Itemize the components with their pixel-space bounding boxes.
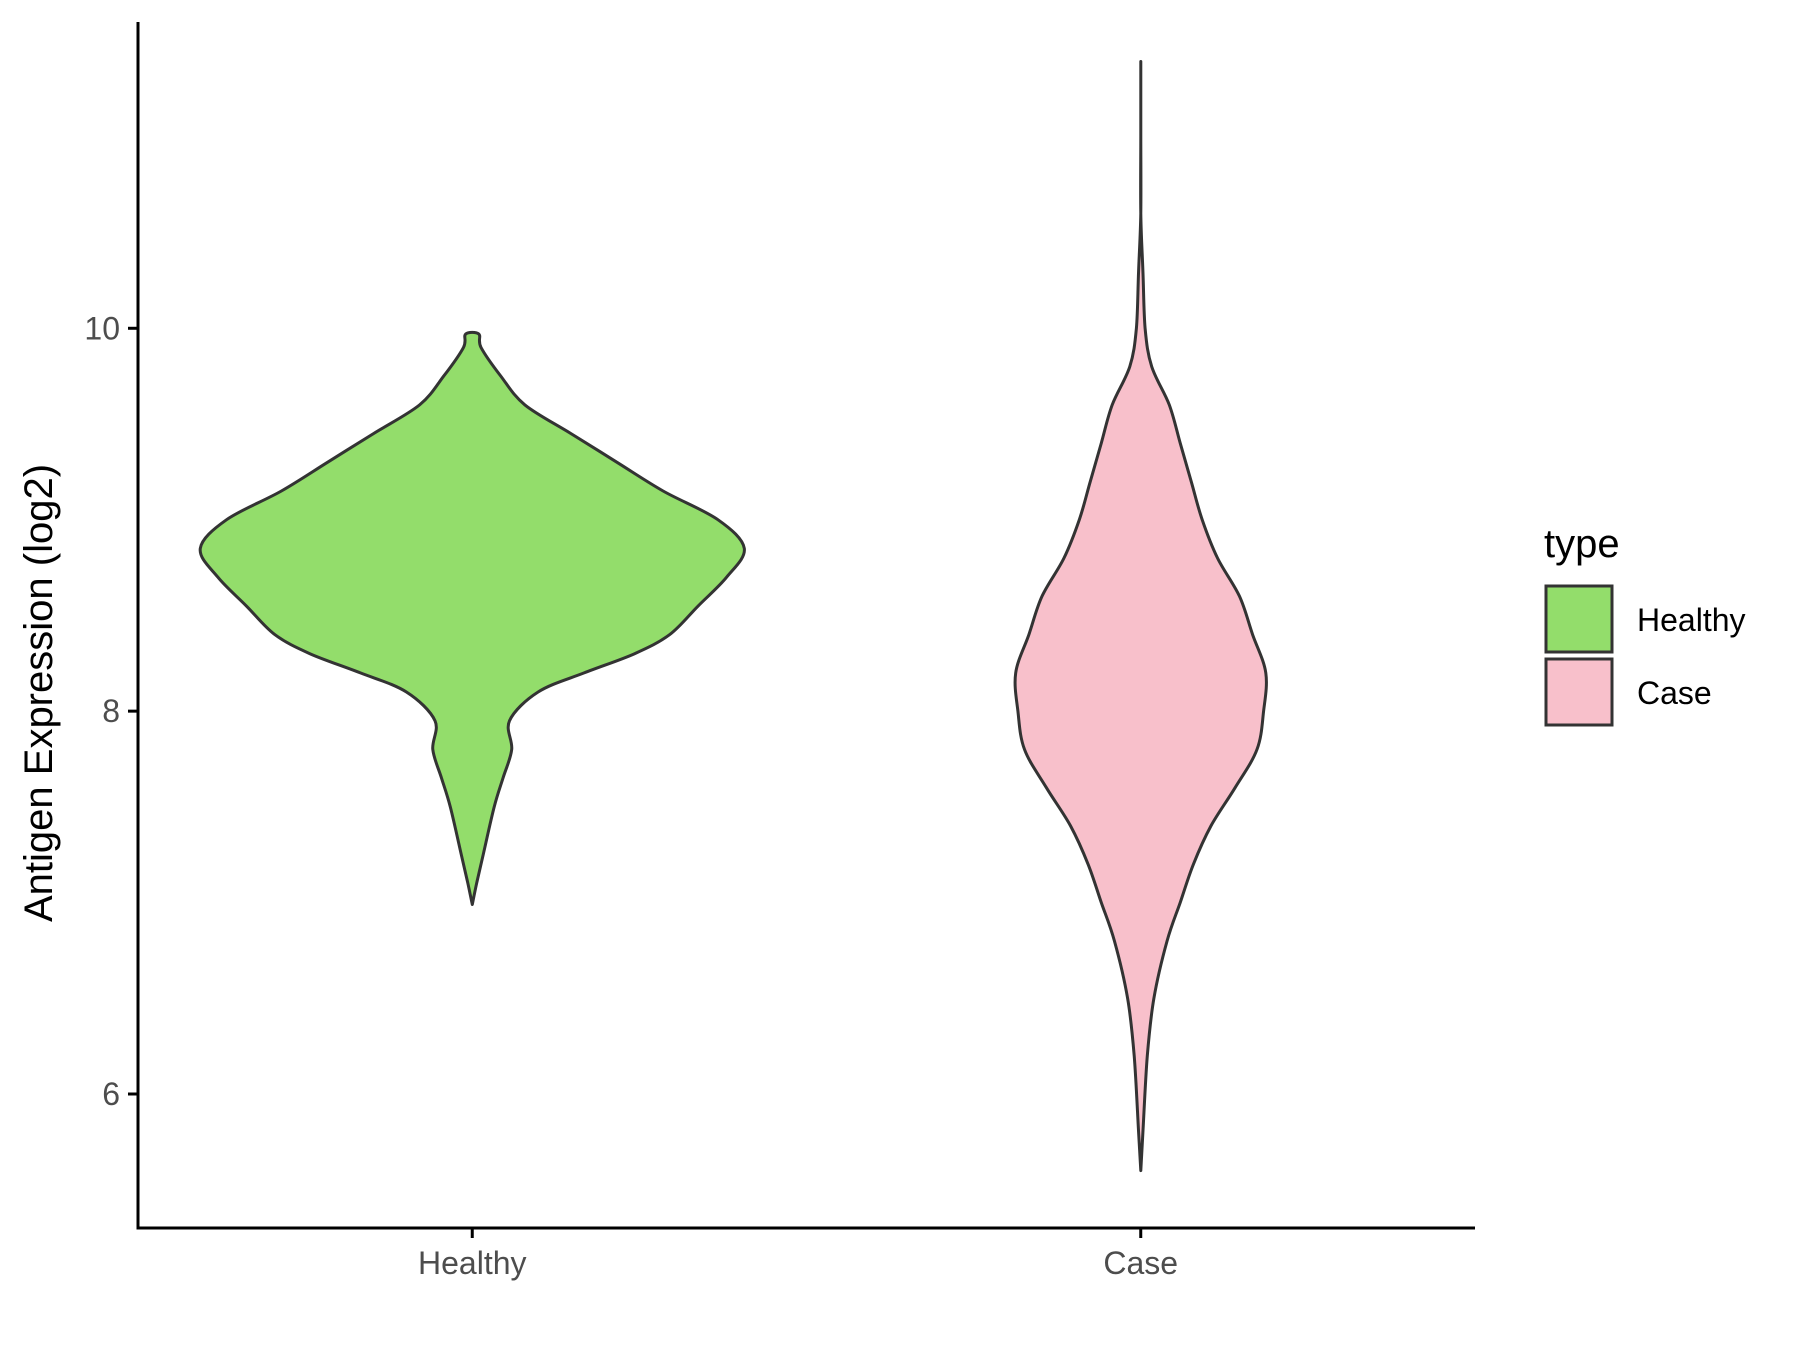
y-tick-label: 10: [84, 310, 120, 346]
violin-case: [1013, 60, 1268, 1173]
x-ticks: Healthy Case: [418, 1228, 1178, 1281]
y-ticks: 6 8 10: [84, 310, 138, 1112]
x-tick-label: Case: [1103, 1245, 1178, 1281]
y-tick-label: 6: [102, 1076, 120, 1112]
legend-swatch-case: [1544, 657, 1614, 727]
legend-swatch-healthy: [1544, 584, 1614, 654]
y-axis-title: Antigen Expression (log2): [17, 464, 61, 922]
legend-label-healthy: Healthy: [1637, 602, 1746, 638]
legend-label-case: Case: [1637, 675, 1712, 711]
x-tick-label: Healthy: [418, 1245, 527, 1281]
legend-title: type: [1544, 522, 1620, 566]
axes: 6 8 10 Healthy Case: [84, 22, 1475, 1281]
violin-layer: [198, 60, 1268, 1173]
legend-entries: Healthy Case: [1544, 584, 1746, 727]
legend: type Healthy Case: [1544, 522, 1746, 727]
violin-healthy: [198, 330, 746, 906]
y-tick-label: 8: [102, 693, 120, 729]
